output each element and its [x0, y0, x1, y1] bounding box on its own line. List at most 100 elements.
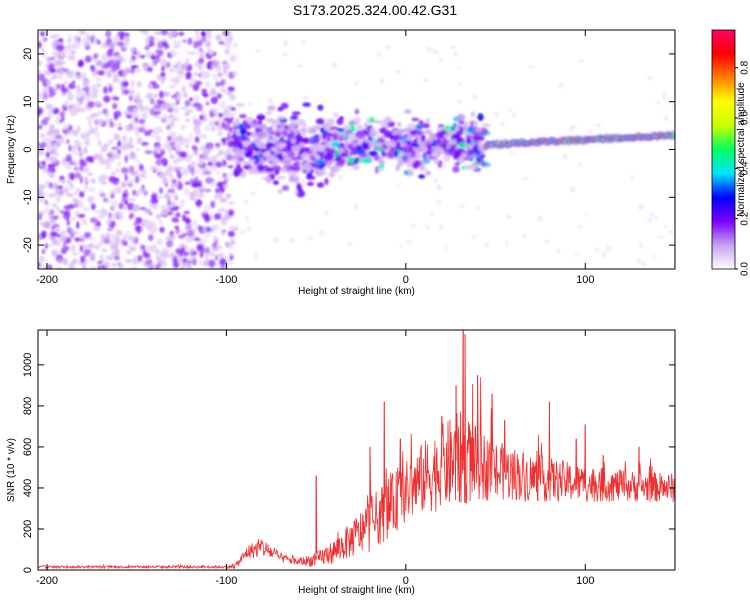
heatmap-cell: [249, 132, 259, 139]
heatmap-cell: [47, 166, 56, 173]
heatmap-cell: [369, 130, 379, 138]
heatmap-cell: [122, 76, 127, 82]
heatmap-cell: [203, 214, 212, 222]
heatmap-cell: [545, 239, 549, 245]
heatmap-cell: [217, 131, 224, 137]
heatmap-cell: [435, 138, 442, 143]
heatmap-cell: [140, 141, 149, 146]
heatmap-cell: [601, 251, 606, 258]
heatmap-cell: [472, 120, 478, 128]
heatmap-cell: [89, 156, 94, 164]
heatmap-cell: [137, 255, 144, 259]
heatmap-cell: [395, 165, 401, 171]
heatmap-cell: [186, 262, 192, 269]
heatmap-cell: [136, 50, 141, 59]
heatmap-cell: [161, 41, 168, 47]
heatmap-cell: [94, 126, 98, 133]
heatmap-cell: [332, 132, 339, 141]
heatmap-cell: [66, 226, 72, 232]
heatmap-cell: [177, 134, 183, 142]
heatmap-cell: [67, 38, 72, 42]
heatmap-cell: [306, 181, 314, 187]
heatmap-cell: [55, 43, 64, 52]
heatmap-cell: [238, 141, 244, 150]
heatmap-cell: [193, 40, 199, 49]
heatmap-cell: [259, 123, 267, 131]
heatmap-cell: [289, 131, 295, 139]
heatmap-cell: [200, 31, 207, 37]
heatmap-cell: [414, 152, 423, 160]
heatmap-cell: [59, 118, 64, 124]
snr-ytick-label: 600: [22, 438, 34, 456]
heatmap-cell: [209, 110, 213, 118]
heatmap-cell: [121, 80, 129, 88]
heatmap-cell: [330, 141, 341, 148]
heatmap-cell: [67, 53, 71, 61]
heatmap-cell: [457, 65, 461, 70]
heatmap-cell: [100, 234, 106, 239]
heatmap-cell: [136, 98, 144, 105]
heatmap-cell: [139, 105, 146, 112]
heatmap-cell: [87, 196, 95, 204]
heatmap-cell: [220, 88, 227, 93]
heatmap-cell: [174, 212, 181, 218]
heatmap-cell: [118, 210, 123, 217]
heatmap-cell: [65, 138, 70, 145]
heatmap-cell: [223, 35, 231, 39]
heatmap-cell: [117, 41, 125, 47]
heatmap-cell: [117, 126, 123, 131]
heatmap-cell: [66, 218, 70, 226]
heatmap-cell: [62, 240, 67, 249]
heatmap-cell: [130, 79, 135, 88]
heatmap-cell: [167, 200, 171, 206]
heatmap-cell: [128, 153, 137, 160]
heatmap-cell: [208, 120, 216, 127]
heatmap-cell: [255, 48, 261, 53]
heatmap-cell: [672, 132, 675, 137]
heatmap-cell: [406, 124, 410, 129]
heatmap-cell: [584, 212, 589, 217]
heatmap-cell: [106, 218, 112, 225]
heatmap-cell: [219, 100, 226, 109]
heatmap-cell: [61, 92, 66, 97]
heatmap-cell: [198, 259, 203, 266]
heatmap-cell: [385, 44, 391, 50]
heatmap-cell: [195, 199, 203, 207]
heatmap-cell: [307, 126, 316, 134]
heatmap-cell: [162, 177, 169, 186]
heatmap-cell: [455, 148, 465, 152]
heatmap-cell: [149, 107, 156, 116]
heatmap-cell: [414, 124, 424, 131]
heatmap-cell: [234, 166, 243, 174]
heatmap-cell: [170, 50, 178, 57]
heatmap-cell: [304, 96, 308, 100]
heatmap-cell: [205, 177, 213, 184]
heatmap-cell: [99, 158, 104, 166]
heatmap-cell: [90, 217, 98, 224]
heatmap-cell: [79, 175, 83, 184]
heatmap-cell: [105, 255, 113, 260]
heatmap-cell: [185, 109, 194, 113]
heatmap-cell: [355, 130, 366, 139]
heatmap-cell: [110, 171, 117, 175]
heatmap-cell: [196, 193, 205, 198]
heatmap-cell: [373, 153, 380, 161]
heatmap-cell: [588, 129, 593, 135]
heatmap-cell: [427, 145, 433, 152]
heatmap-cell: [45, 31, 51, 36]
heatmap-cell: [200, 37, 207, 43]
heatmap-cell: [43, 37, 48, 42]
heatmap-cell: [94, 244, 101, 250]
heatmap-cell: [653, 215, 658, 220]
heatmap-cell: [253, 252, 258, 259]
heatmap-cell: [107, 60, 116, 69]
heatmap-cell: [647, 217, 653, 223]
heatmap-cell: [475, 206, 480, 210]
heatmap-cell: [63, 186, 70, 195]
heatmap-cell: [167, 174, 174, 178]
heatmap-cell: [426, 46, 432, 52]
heatmap-cell: [106, 69, 113, 78]
heatmap-cell: [104, 165, 113, 170]
heatmap-cell: [558, 82, 564, 89]
heatmap-cell: [347, 144, 355, 149]
